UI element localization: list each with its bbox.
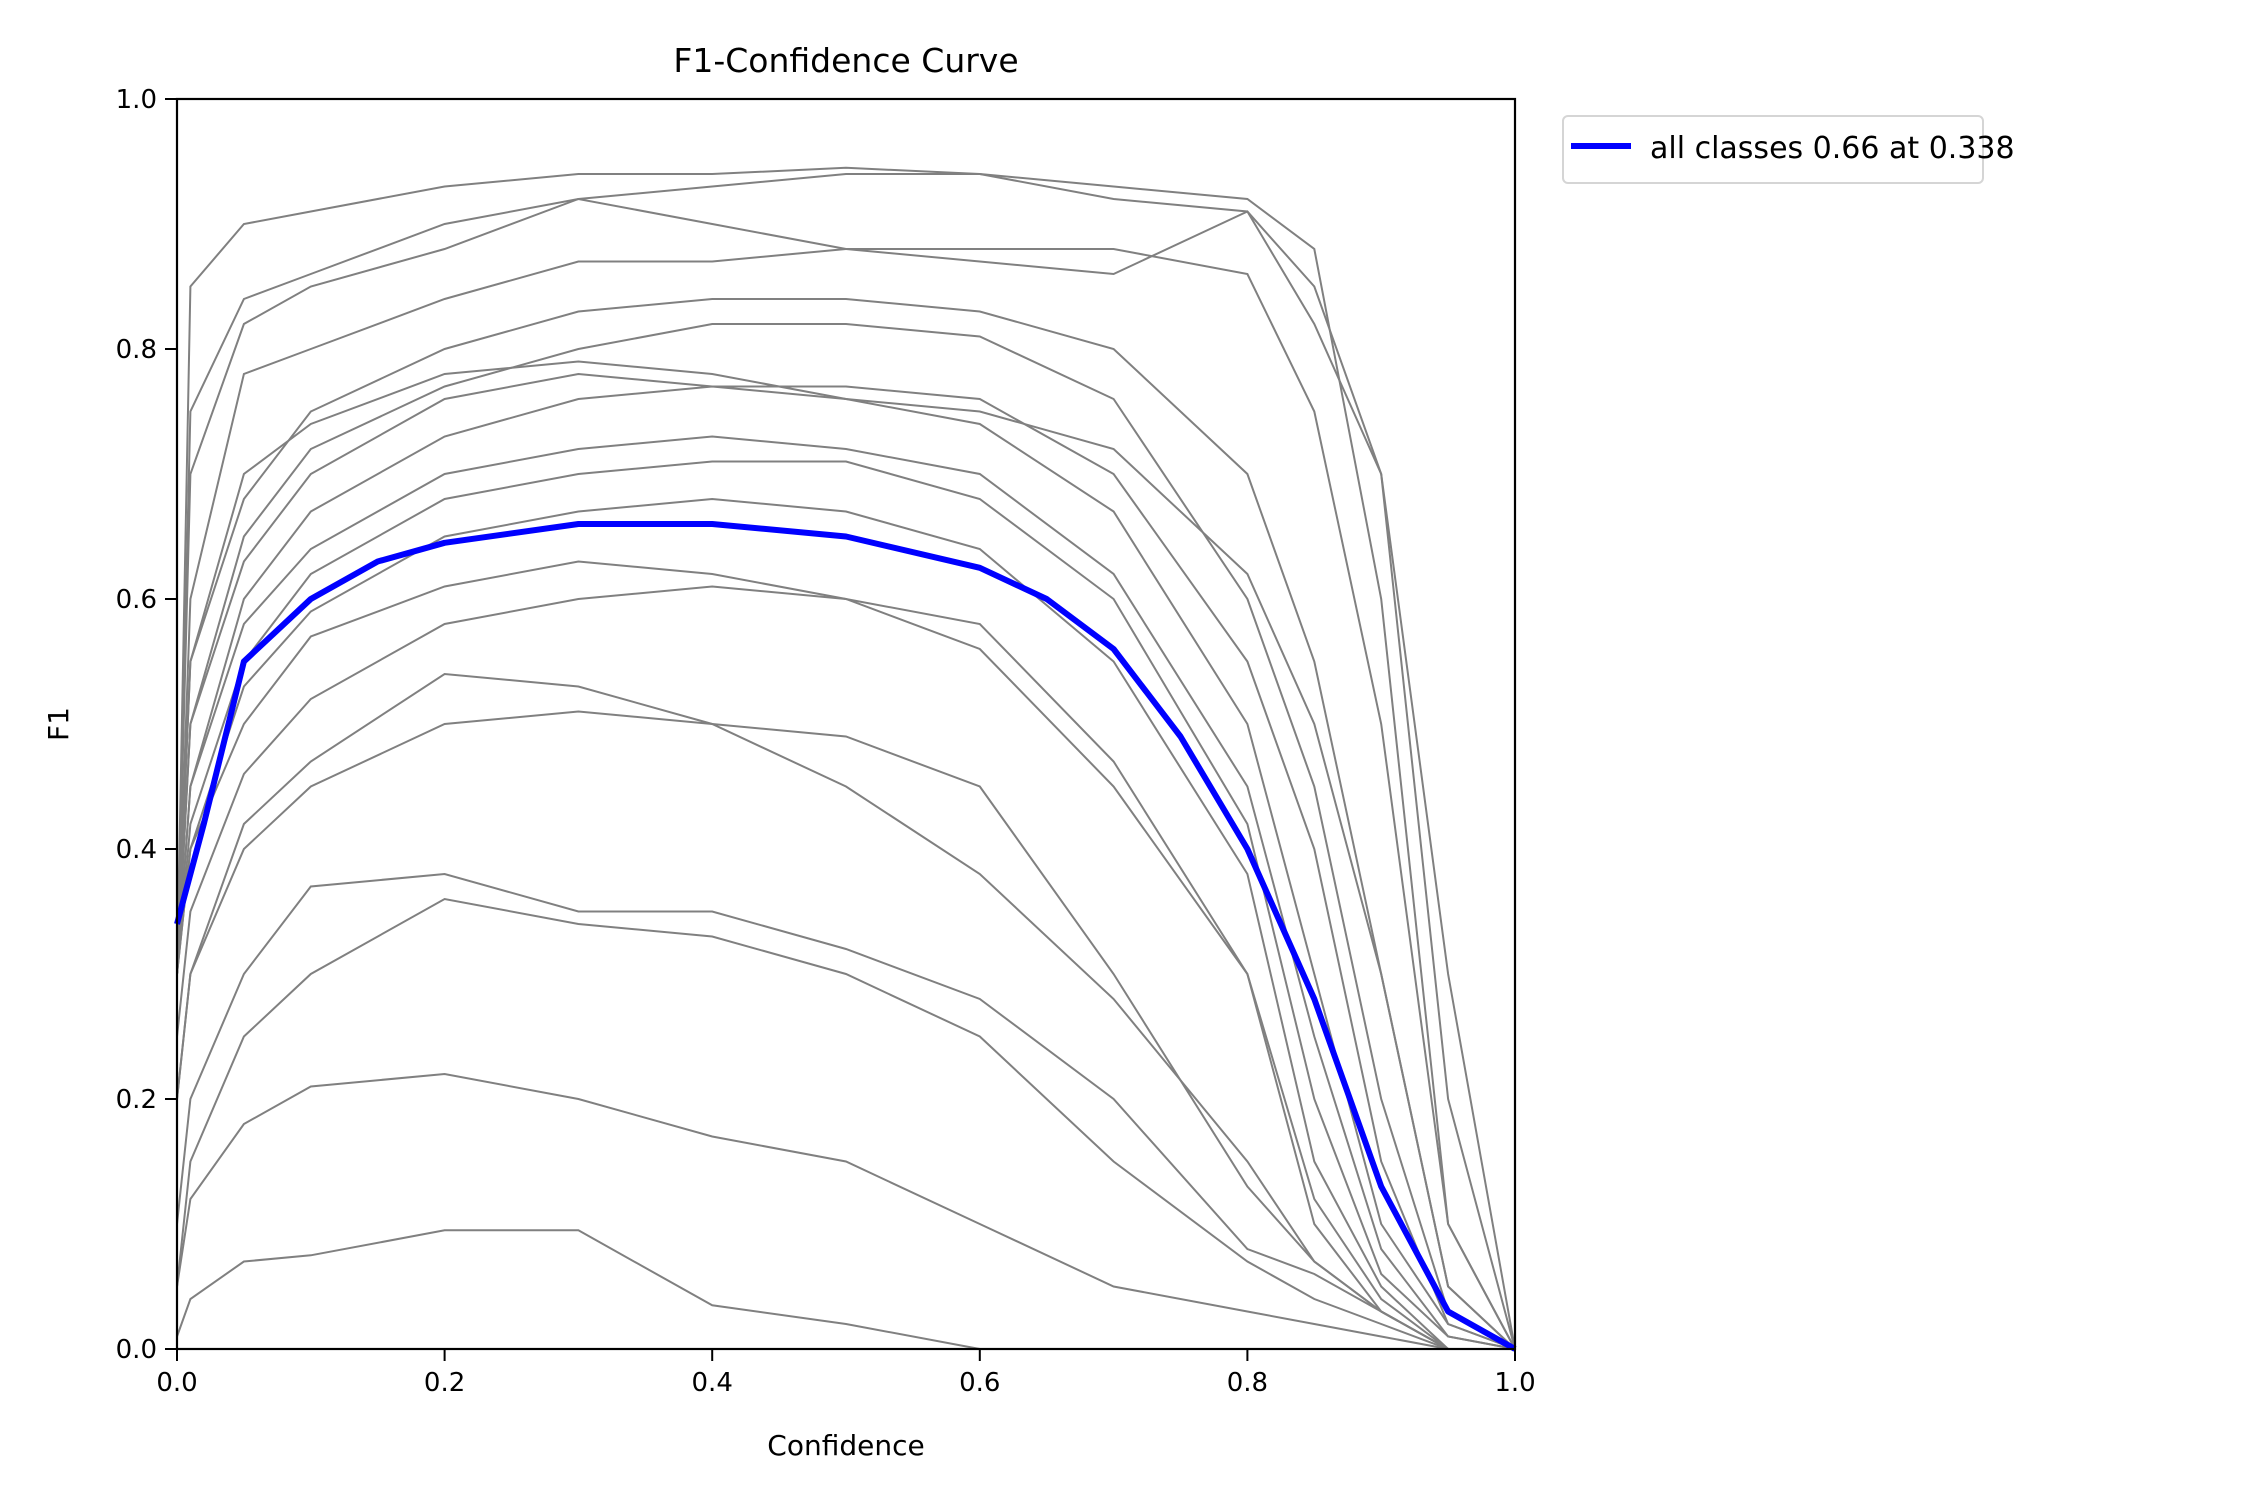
class-curve-16 bbox=[176, 710, 1515, 1350]
class-curve-20 bbox=[176, 1229, 1515, 1350]
class-curve-3 bbox=[176, 197, 1516, 1350]
legend-frame bbox=[1562, 115, 1984, 184]
x-tick-label: 0.6 bbox=[959, 1368, 1000, 1398]
chart-title: F1-Confidence Curve bbox=[673, 41, 1018, 80]
class-curve-14 bbox=[176, 585, 1515, 1350]
legend-label-all-classes: all classes 0.66 at 0.338 bbox=[1650, 131, 2015, 166]
legend: all classes 0.66 at 0.338 bbox=[1562, 115, 2015, 184]
y-axis-label: F1 bbox=[42, 707, 75, 741]
y-tick-label: 0.2 bbox=[116, 1085, 157, 1115]
class-curve-19 bbox=[176, 1072, 1515, 1350]
class-curve-12 bbox=[176, 497, 1515, 1350]
class-curve-7 bbox=[176, 360, 1516, 1350]
class-curve-6 bbox=[176, 323, 1516, 1350]
y-tick-label: 1.0 bbox=[116, 85, 157, 115]
y-tick-label: 0.0 bbox=[116, 1335, 157, 1365]
class-curve-8 bbox=[176, 372, 1516, 1350]
class-curve-18 bbox=[176, 897, 1515, 1350]
y-axis-ticks: 0.0 0.2 0.4 0.6 0.8 1.0 bbox=[116, 85, 177, 1365]
class-curve-2 bbox=[176, 173, 1516, 1350]
x-tick-label: 0.8 bbox=[1227, 1368, 1268, 1398]
all-classes-curve bbox=[174, 521, 1517, 1352]
class-curve-9 bbox=[176, 385, 1516, 1350]
x-axis-ticks: 0.0 0.2 0.4 0.6 0.8 1.0 bbox=[156, 1349, 1536, 1398]
x-tick-label: 0.0 bbox=[156, 1368, 197, 1398]
class-curve-5 bbox=[176, 298, 1516, 1350]
class-curve-11 bbox=[176, 460, 1516, 1350]
y-tick-label: 0.6 bbox=[116, 585, 157, 615]
class-curve-15 bbox=[176, 672, 1515, 1350]
class-curve-1 bbox=[176, 166, 1516, 1350]
class-curve-10 bbox=[176, 435, 1516, 1350]
axes-frame bbox=[175, 97, 1517, 1351]
x-tick-label: 1.0 bbox=[1494, 1368, 1535, 1398]
class-curve-4 bbox=[176, 248, 1516, 1350]
x-tick-label: 0.4 bbox=[692, 1368, 733, 1398]
x-axis-label: Confidence bbox=[767, 1429, 924, 1462]
y-tick-label: 0.4 bbox=[116, 835, 157, 865]
x-tick-label: 0.2 bbox=[424, 1368, 465, 1398]
y-tick-label: 0.8 bbox=[116, 335, 157, 365]
class-curve-17 bbox=[176, 872, 1515, 1350]
plot-area bbox=[174, 166, 1517, 1352]
class-curve-13 bbox=[176, 560, 1515, 1350]
